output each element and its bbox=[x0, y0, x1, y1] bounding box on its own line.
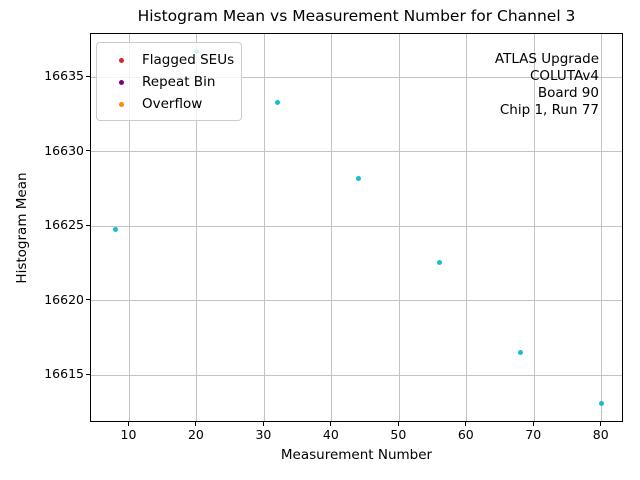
plot-area: Flagged SEUs Repeat Bin Overflow ATLAS U… bbox=[90, 33, 623, 422]
gridline-y bbox=[91, 225, 622, 227]
repeat-bin-marker-icon bbox=[119, 79, 124, 85]
annotation-line: Chip 1, Run 77 bbox=[499, 102, 599, 118]
annotation-line: Board 90 bbox=[537, 85, 599, 101]
x-tick-mark bbox=[127, 422, 129, 426]
y-tick-mark bbox=[86, 75, 90, 77]
x-tick-label: 50 bbox=[390, 427, 407, 442]
legend-item: Overflow bbox=[97, 93, 241, 115]
y-tick-label: 16625 bbox=[44, 217, 84, 233]
annotation-text: ATLAS Upgrade COLUTAv4 Board 90 Chip 1, … bbox=[495, 51, 599, 119]
y-tick-label: 16630 bbox=[44, 142, 84, 158]
legend-item-label: Repeat Bin bbox=[142, 74, 216, 90]
gridline-x bbox=[263, 34, 265, 421]
chart-title: Histogram Mean vs Measurement Number for… bbox=[137, 7, 576, 25]
legend-item-label: Flagged SEUs bbox=[142, 52, 235, 68]
gridline-x bbox=[601, 34, 603, 421]
y-tick-mark bbox=[86, 299, 90, 301]
y-tick-mark bbox=[86, 373, 90, 375]
x-tick-label: 40 bbox=[322, 427, 339, 442]
gridline-x bbox=[533, 34, 535, 421]
legend: Flagged SEUs Repeat Bin Overflow bbox=[96, 42, 242, 121]
gridline-y bbox=[91, 374, 622, 376]
x-tick-label: 20 bbox=[187, 427, 204, 442]
data-point bbox=[356, 176, 362, 182]
x-tick-label: 70 bbox=[525, 427, 542, 442]
legend-item-label: Overflow bbox=[142, 96, 203, 112]
flagged-seus-marker-icon bbox=[119, 57, 124, 63]
x-tick-mark bbox=[465, 422, 467, 426]
x-tick-mark bbox=[262, 422, 264, 426]
x-tick-mark bbox=[532, 422, 534, 426]
x-tick-mark bbox=[330, 422, 332, 426]
gridline-x bbox=[128, 34, 130, 421]
gridline-x bbox=[196, 34, 198, 421]
x-axis-label: Measurement Number bbox=[280, 447, 433, 463]
gridline-x bbox=[398, 34, 400, 421]
x-tick-label: 30 bbox=[255, 427, 272, 442]
legend-item: Flagged SEUs bbox=[97, 49, 241, 71]
gridline-y bbox=[91, 76, 622, 78]
y-tick-mark bbox=[86, 150, 90, 152]
x-tick-label: 60 bbox=[457, 427, 474, 442]
annotation-line: COLUTAv4 bbox=[529, 68, 599, 84]
y-tick-label: 16615 bbox=[44, 366, 84, 382]
gridline-y bbox=[91, 300, 622, 302]
y-tick-label: 16635 bbox=[44, 68, 84, 84]
y-tick-label: 16620 bbox=[44, 291, 84, 307]
gridline-x bbox=[331, 34, 333, 421]
gridline-x bbox=[466, 34, 468, 421]
data-point bbox=[113, 226, 119, 232]
y-axis-label: Histogram Mean bbox=[14, 172, 30, 284]
x-tick-mark bbox=[397, 422, 399, 426]
y-tick-mark bbox=[86, 224, 90, 226]
overflow-marker-icon bbox=[119, 101, 124, 107]
data-point bbox=[437, 259, 443, 265]
gridline-y bbox=[91, 151, 622, 153]
annotation-line: ATLAS Upgrade bbox=[494, 51, 599, 67]
x-tick-label: 80 bbox=[592, 427, 609, 442]
data-point bbox=[518, 350, 524, 356]
x-tick-mark bbox=[600, 422, 602, 426]
data-point bbox=[275, 100, 281, 106]
x-tick-mark bbox=[195, 422, 197, 426]
legend-item: Repeat Bin bbox=[97, 71, 241, 93]
x-tick-label: 10 bbox=[120, 427, 137, 442]
data-point bbox=[599, 401, 605, 407]
